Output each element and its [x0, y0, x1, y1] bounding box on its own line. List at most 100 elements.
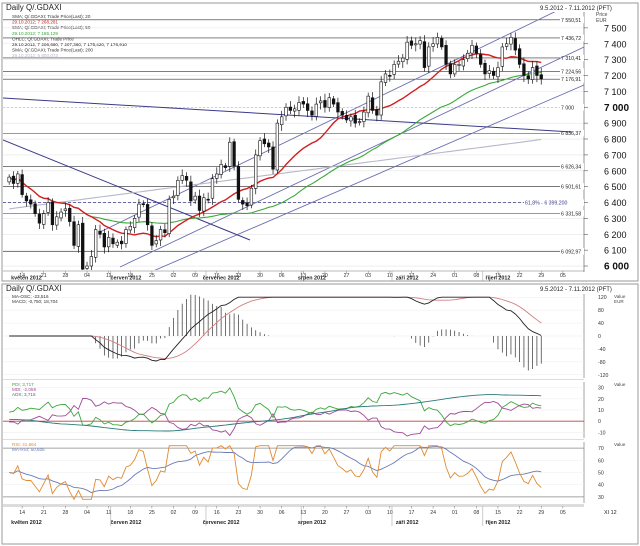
candlestick [539, 68, 543, 85]
candle-body [267, 142, 271, 148]
candlestick [496, 61, 500, 83]
candlestick [457, 61, 461, 71]
price-legend-entry: 29.10.2012; 7 268,281 [12, 20, 58, 25]
price-level-label: 6 501,61 [561, 184, 581, 190]
candle-body [375, 109, 379, 116]
indicator-day-label: 16 [214, 510, 220, 516]
candle-body [89, 256, 93, 267]
indicator-panel-date-range: 9.5.2012 - 7.11.2012 (PFT) [540, 287, 612, 293]
dmi-tick-label: 20 [598, 397, 604, 403]
candle-body [55, 216, 59, 226]
candlestick [362, 106, 366, 128]
candlestick [119, 236, 124, 250]
candlestick [383, 70, 388, 86]
candle-body [223, 165, 228, 168]
candle-body [340, 111, 344, 116]
candlestick [16, 170, 20, 188]
price-tick-label: 7 200 [604, 71, 627, 81]
price-level-tag [560, 68, 584, 75]
candlestick [461, 54, 466, 71]
candle-body [470, 45, 474, 54]
candlestick [102, 228, 106, 254]
candlestick [487, 65, 491, 79]
candle-body [16, 173, 20, 184]
candle-body [535, 65, 539, 76]
candlestick [305, 97, 310, 117]
candle-body [29, 199, 33, 205]
candlestick [206, 192, 210, 204]
candle-body [435, 37, 440, 45]
candle-body [150, 225, 154, 246]
price-day-label: 27 [344, 273, 350, 279]
candlestick [68, 204, 72, 227]
candlestick [301, 97, 305, 108]
price-day-label: 13 [300, 273, 306, 279]
price-date-axis: 14 21 28 04 11 18 25 02 09 16 23 30 06 13 20 27 03 10 17 24… [3, 270, 584, 282]
candlestick [288, 101, 292, 115]
candlestick [219, 159, 223, 179]
candle-body [180, 175, 184, 181]
candle-body [483, 62, 487, 75]
candlestick [46, 196, 50, 216]
price-tick-label: 6 000 [604, 262, 629, 273]
candlestick [7, 174, 11, 185]
candle-body [461, 59, 466, 67]
candlestick [435, 32, 440, 49]
candle-body [241, 200, 245, 205]
dmi-axis-header: Value [614, 382, 626, 387]
candlestick [232, 138, 236, 171]
candle-body [504, 43, 509, 47]
candle-body [496, 67, 500, 78]
price-day-label: 10 [387, 273, 393, 279]
candlestick [145, 199, 150, 231]
indicator-month-label: květen 2012 [11, 520, 42, 526]
candle-body [249, 187, 254, 206]
candle-body [526, 75, 530, 79]
candlestick [245, 197, 249, 211]
indicator-day-label: 30 [257, 510, 263, 516]
candle-body [258, 140, 262, 157]
macd-axis-currency: EUR [614, 299, 624, 304]
price-tick-label: 6 100 [604, 246, 627, 256]
fibonacci-level-label: 61,8% - 6 399,200 [525, 201, 568, 207]
candlestick [379, 76, 383, 120]
candle-body [50, 201, 55, 226]
dmi-tick-label: 30 [598, 386, 604, 392]
candlestick [509, 33, 513, 51]
candlestick [444, 40, 448, 70]
candle-body [522, 63, 526, 76]
candlestick [98, 224, 102, 239]
candlestick [150, 222, 154, 250]
candlestick [59, 208, 63, 222]
candlestick [210, 174, 215, 205]
price-tick-label: 7 300 [604, 55, 627, 65]
indicator-month-label: červen 2012 [111, 520, 142, 526]
indicator-day-label: 06 [279, 510, 285, 516]
sma-20-line [8, 53, 542, 238]
candlestick [517, 44, 522, 69]
rsi-ma-line [9, 446, 542, 494]
candlestick [254, 149, 258, 195]
candle-body [7, 176, 11, 183]
price-day-label: 01 [452, 273, 458, 279]
candlestick [422, 35, 427, 72]
candle-body [517, 48, 522, 65]
candlestick [37, 208, 42, 230]
dmi-legend-entry: PDI; 3,717 [12, 382, 34, 387]
candlestick [163, 223, 167, 238]
candle-body [396, 60, 401, 65]
price-level-tag [560, 163, 584, 170]
rising-channel-line [154, 84, 584, 270]
macd-tick-label: 40 [598, 321, 604, 327]
dmi-legend-entry: ADX; 3,715 [12, 392, 36, 397]
price-tick-label: 6 800 [604, 135, 627, 145]
price-tick-label: 6 700 [604, 150, 627, 160]
candle-body [215, 173, 219, 179]
candlestick [470, 39, 474, 59]
candle-body [275, 122, 280, 171]
price-tick-label: 7 100 [604, 87, 627, 97]
indicator-day-label: 21 [41, 510, 47, 516]
price-month-label: srpen 2012 [298, 276, 326, 282]
candle-body [418, 40, 422, 45]
